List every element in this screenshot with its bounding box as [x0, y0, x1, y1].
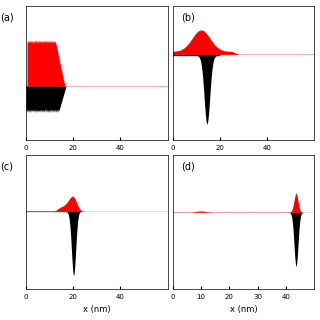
Text: (b): (b) — [181, 12, 195, 22]
Text: (d): (d) — [181, 162, 195, 172]
Text: (a): (a) — [0, 12, 14, 22]
Text: (c): (c) — [0, 162, 13, 172]
X-axis label: x (nm): x (nm) — [83, 306, 110, 315]
X-axis label: x (nm): x (nm) — [230, 306, 257, 315]
